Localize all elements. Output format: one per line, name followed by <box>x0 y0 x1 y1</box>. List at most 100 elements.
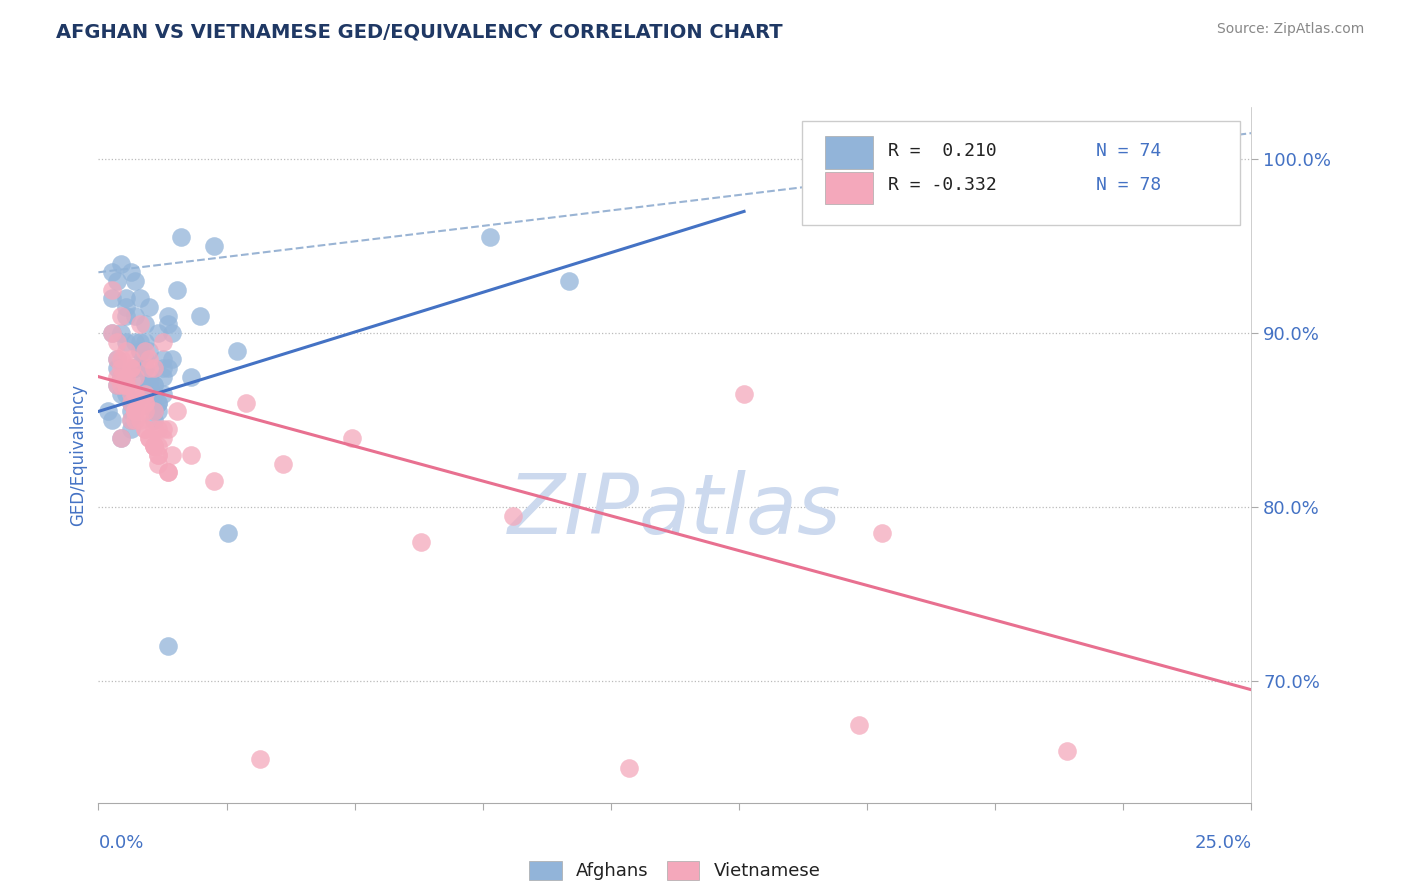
Point <box>110 378 132 392</box>
Point <box>110 352 132 367</box>
Point <box>124 360 146 375</box>
Text: N = 74: N = 74 <box>1095 142 1161 160</box>
Point <box>152 352 174 367</box>
Point <box>156 465 179 479</box>
Point <box>124 387 146 401</box>
Point <box>148 457 170 471</box>
Point <box>138 300 160 314</box>
Point <box>124 334 146 349</box>
Point <box>142 422 165 436</box>
Point <box>120 387 142 401</box>
Point <box>138 378 160 392</box>
Point <box>170 230 193 244</box>
Point <box>129 395 152 409</box>
Point <box>105 352 128 367</box>
Point <box>138 360 160 375</box>
Point <box>105 378 128 392</box>
Point <box>115 378 138 392</box>
Point <box>142 439 165 453</box>
Point <box>115 309 138 323</box>
Point <box>120 413 142 427</box>
Point <box>156 318 179 332</box>
Point <box>105 360 128 375</box>
Point <box>124 309 146 323</box>
Point <box>156 309 179 323</box>
Point <box>120 395 142 409</box>
Point <box>124 404 146 418</box>
Point <box>105 334 128 349</box>
Point <box>142 404 165 418</box>
Point <box>148 326 170 340</box>
Point <box>217 526 239 541</box>
Text: ZIPatlas: ZIPatlas <box>508 470 842 551</box>
Point <box>160 326 183 340</box>
Point <box>249 752 271 766</box>
Point <box>148 395 170 409</box>
Text: R = -0.332: R = -0.332 <box>889 176 997 194</box>
Point <box>617 761 640 775</box>
Point <box>110 430 132 444</box>
Point <box>101 283 124 297</box>
Point <box>148 448 170 462</box>
Point <box>134 395 156 409</box>
Point <box>120 360 142 375</box>
Point <box>105 352 128 367</box>
Point <box>872 526 894 541</box>
Point <box>235 395 257 409</box>
Point <box>124 274 146 288</box>
Point <box>202 239 225 253</box>
Point <box>120 404 142 418</box>
Point <box>129 318 152 332</box>
Point <box>733 387 755 401</box>
Point <box>129 395 152 409</box>
Point <box>848 717 870 731</box>
Point <box>134 422 156 436</box>
Point <box>142 439 165 453</box>
Legend: Afghans, Vietnamese: Afghans, Vietnamese <box>522 854 828 888</box>
Point <box>156 360 179 375</box>
Point <box>115 300 138 314</box>
Text: 0.0%: 0.0% <box>98 834 143 852</box>
Point <box>180 448 202 462</box>
Point <box>479 230 502 244</box>
Point <box>110 360 132 375</box>
Point <box>134 343 156 358</box>
Point <box>152 360 174 375</box>
Point <box>105 369 128 384</box>
Point <box>166 283 188 297</box>
FancyBboxPatch shape <box>801 121 1240 226</box>
Point <box>110 430 132 444</box>
Point <box>105 378 128 392</box>
Point <box>134 360 156 375</box>
Point <box>124 387 146 401</box>
Point <box>188 309 211 323</box>
Point <box>152 430 174 444</box>
Point <box>129 404 152 418</box>
Point <box>97 404 120 418</box>
Point <box>411 534 433 549</box>
Point <box>152 369 174 384</box>
Point <box>120 413 142 427</box>
Point <box>271 457 294 471</box>
Point <box>152 334 174 349</box>
Text: R =  0.210: R = 0.210 <box>889 142 997 160</box>
Point <box>138 430 160 444</box>
FancyBboxPatch shape <box>825 136 873 169</box>
Point <box>101 413 124 427</box>
Point <box>115 369 138 384</box>
Point <box>115 378 138 392</box>
Text: Source: ZipAtlas.com: Source: ZipAtlas.com <box>1216 22 1364 37</box>
Point <box>152 387 174 401</box>
Point <box>148 404 170 418</box>
Point <box>340 430 363 444</box>
Point <box>110 387 132 401</box>
Point <box>225 343 247 358</box>
Point <box>142 378 165 392</box>
Point <box>129 334 152 349</box>
Point <box>142 360 165 375</box>
Point <box>134 318 156 332</box>
Point <box>134 395 156 409</box>
Point <box>134 404 156 418</box>
Point <box>115 291 138 305</box>
Text: AFGHAN VS VIETNAMESE GED/EQUIVALENCY CORRELATION CHART: AFGHAN VS VIETNAMESE GED/EQUIVALENCY COR… <box>56 22 783 41</box>
